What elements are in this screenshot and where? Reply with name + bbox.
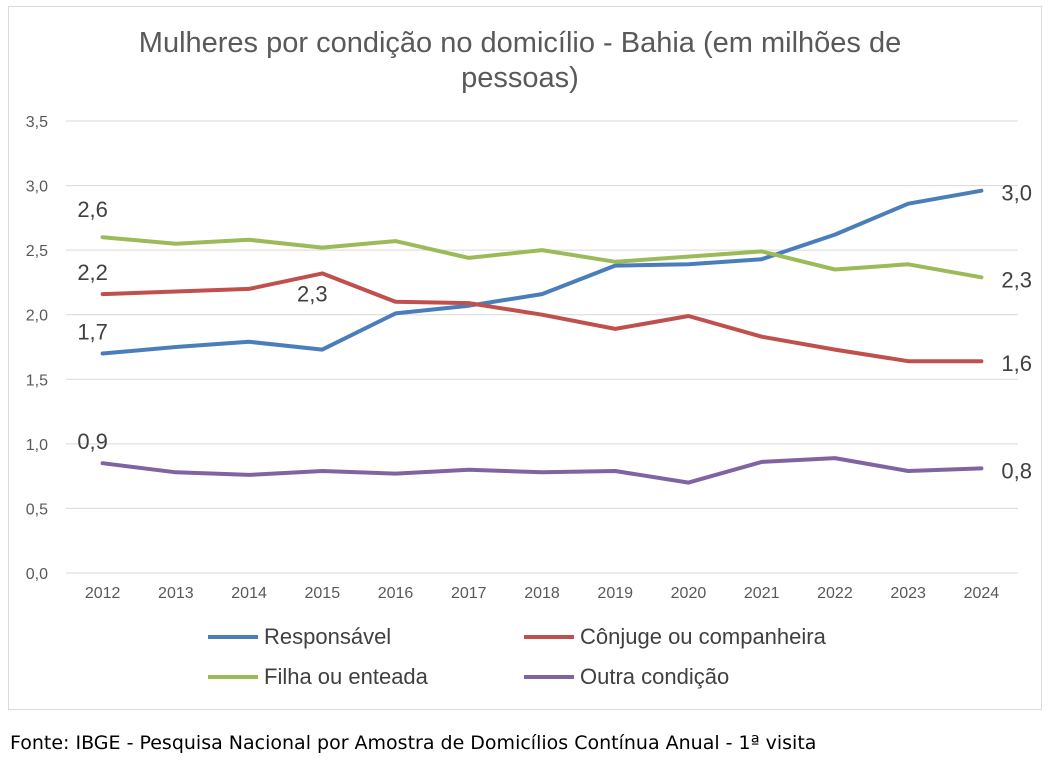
y-tick-label: 1,0 (26, 437, 48, 454)
y-tick-label: 2,5 (26, 243, 48, 260)
legend-label: Outra condição (580, 664, 730, 689)
x-tick-label: 2022 (817, 585, 853, 602)
x-tick-label: 2016 (378, 585, 414, 602)
data-label: 2,6 (77, 197, 108, 222)
y-tick-label: 2,0 (26, 308, 48, 325)
data-label: 3,0 (1001, 181, 1032, 206)
series-line (100, 271, 984, 364)
series-line (100, 188, 984, 356)
legend-label: Responsável (264, 624, 392, 649)
legend-swatch (524, 635, 574, 639)
x-tick-label: 2015 (305, 585, 341, 602)
x-tick-label: 2023 (890, 585, 926, 602)
legend-swatch (208, 635, 258, 639)
chart-title: Mulheres por condição no domicílio - Bah… (138, 27, 902, 94)
data-label: 1,7 (77, 319, 108, 344)
x-tick-label: 2014 (231, 585, 267, 602)
data-label: 2,2 (77, 260, 108, 285)
y-tick-label: 0,5 (26, 501, 48, 518)
series-line (100, 235, 984, 280)
x-tick-label: 2017 (451, 585, 487, 602)
x-tick-label: 2013 (158, 585, 194, 602)
y-tick-label: 0,0 (26, 566, 48, 583)
data-label: 0,9 (77, 429, 108, 454)
legend-swatch (524, 675, 574, 679)
y-tick-label: 1,5 (26, 372, 48, 389)
legend-item: Cônjuge ou companheira (524, 624, 826, 650)
legend-label: Filha ou enteada (264, 664, 428, 689)
legend-item: Outra condição (524, 664, 729, 690)
y-tick-label: 3,5 (26, 114, 48, 131)
series-line (100, 456, 984, 485)
data-label: 1,6 (1001, 351, 1032, 376)
data-label: 0,8 (1001, 458, 1032, 483)
source-note: Fonte: IBGE - Pesquisa Nacional por Amos… (10, 732, 817, 754)
x-tick-label: 2019 (597, 585, 633, 602)
y-tick-label: 3,0 (26, 179, 48, 196)
legend-item: Responsável (208, 624, 391, 650)
x-tick-label: 2018 (524, 585, 560, 602)
x-tick-label: 2012 (85, 585, 121, 602)
legend-item: Filha ou enteada (208, 664, 428, 690)
chart-frame (8, 6, 1042, 710)
legend-swatch (208, 675, 258, 679)
x-tick-label: 2024 (964, 585, 1000, 602)
legend-label: Cônjuge ou companheira (580, 624, 826, 649)
x-tick-label: 2021 (744, 585, 780, 602)
data-label: 2,3 (1001, 267, 1032, 292)
x-tick-label: 2020 (671, 585, 707, 602)
data-label: 2,3 (297, 281, 328, 306)
